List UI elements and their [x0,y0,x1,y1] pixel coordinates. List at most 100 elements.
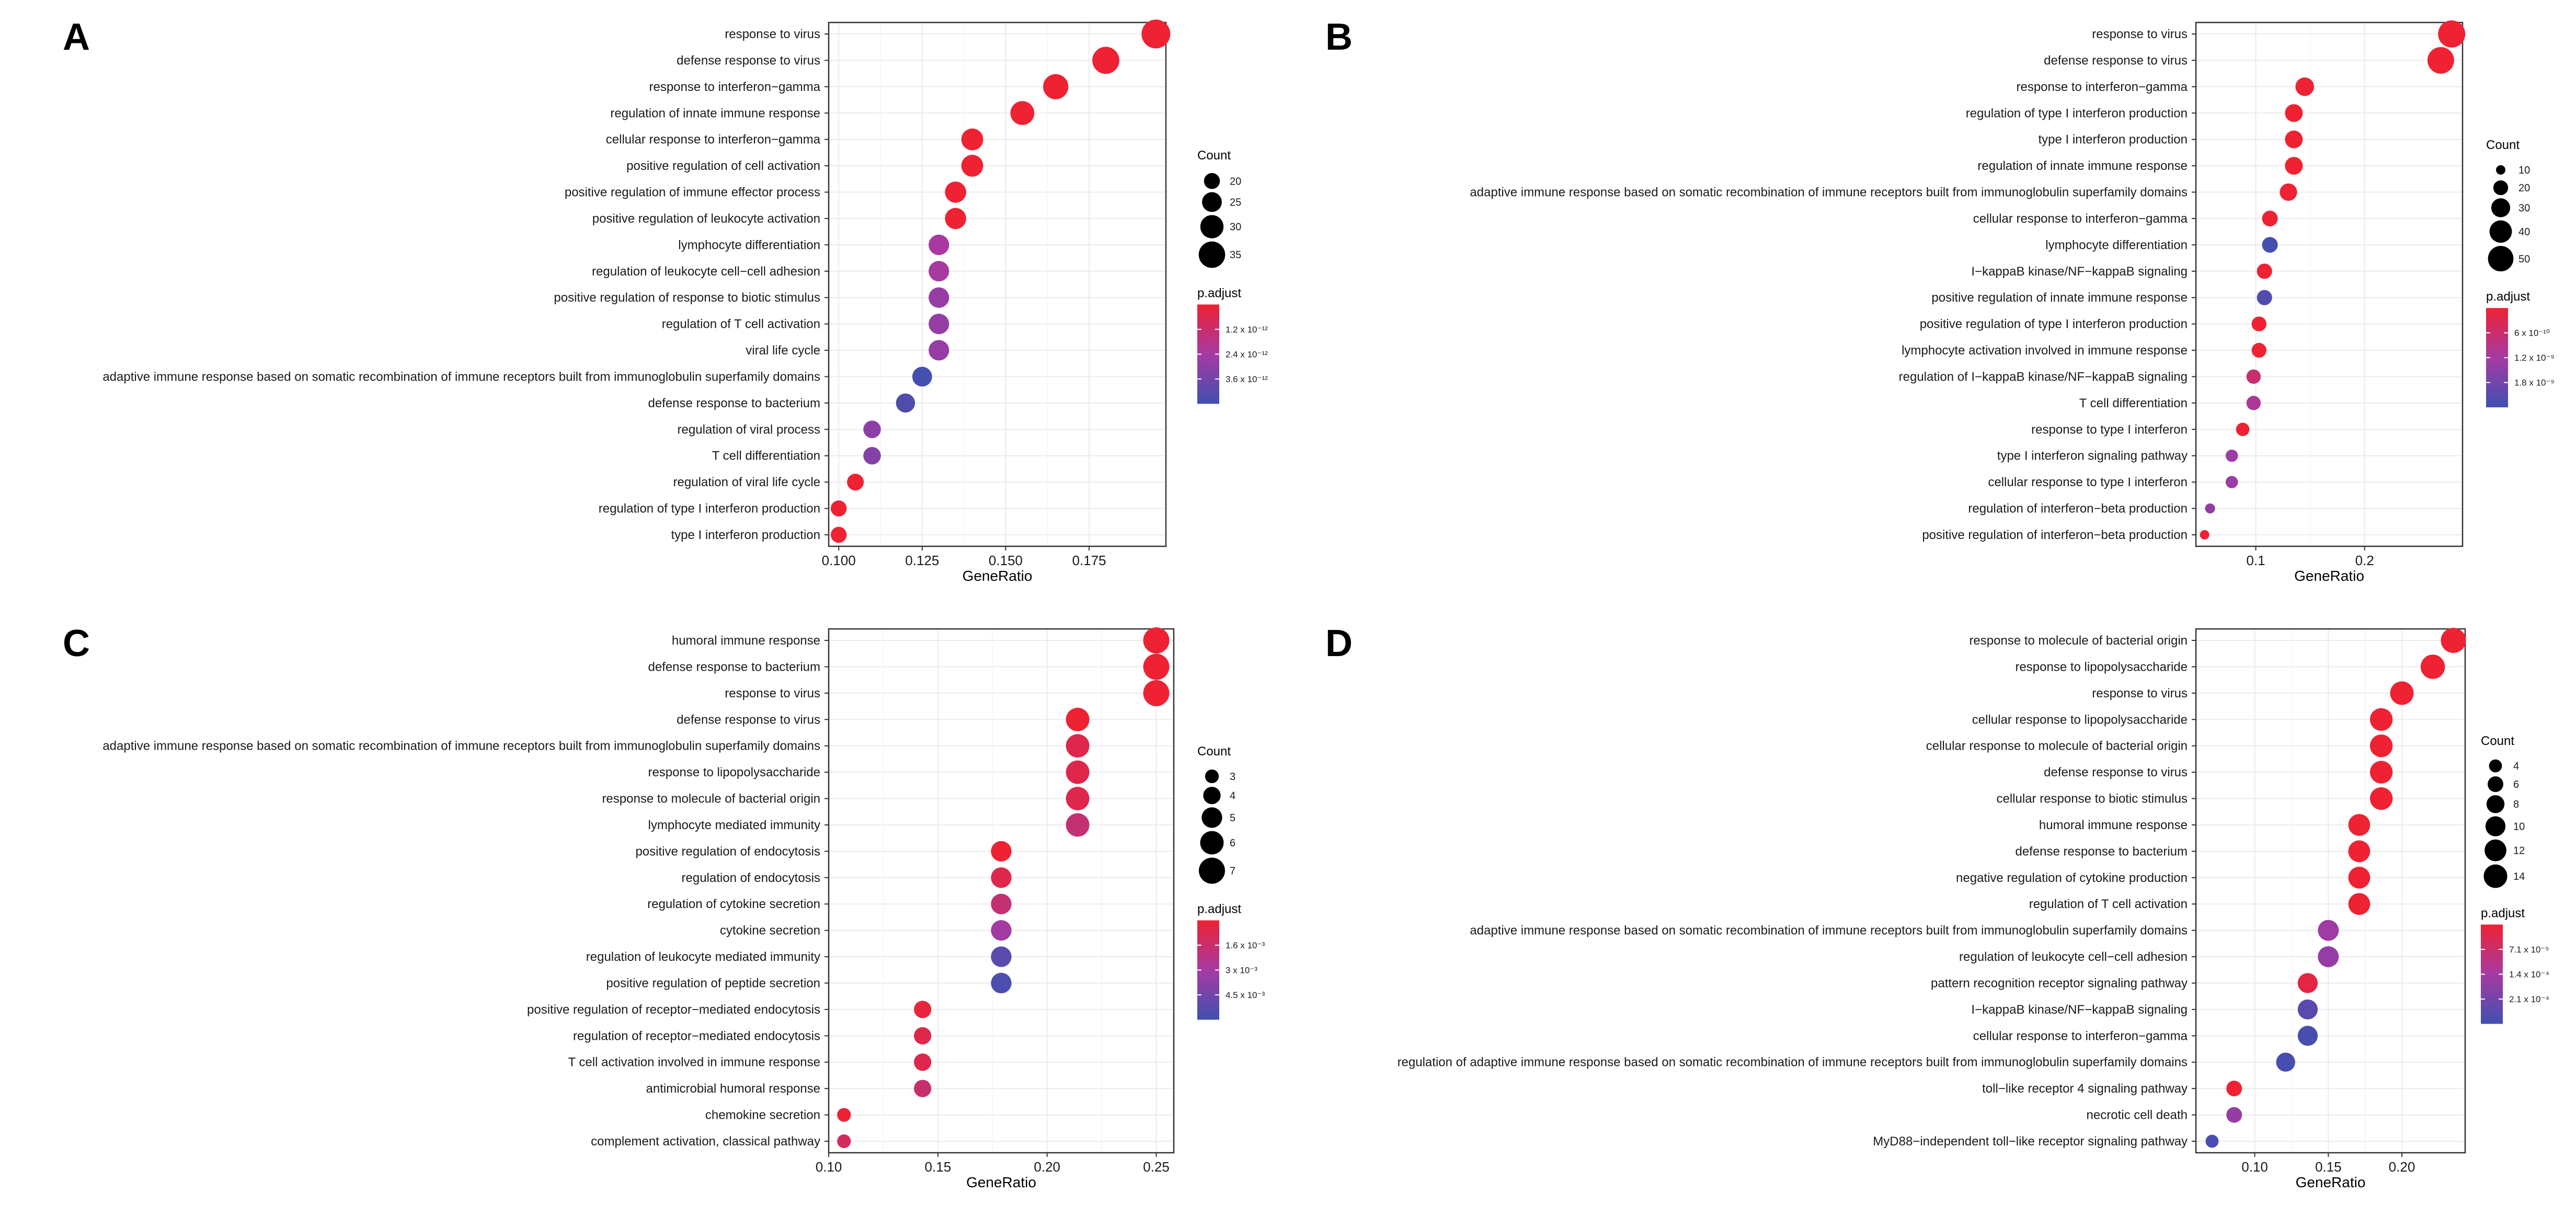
plot-area [829,629,1174,1153]
data-point [2297,999,2318,1020]
size-legend-label: 25 [1230,197,1241,208]
data-point [2225,449,2238,462]
size-legend-dot [1200,215,1224,238]
data-point [2427,47,2454,74]
data-point [929,261,949,282]
data-point [1010,101,1035,125]
size-legend-title: Count [2486,138,2520,152]
data-point [1066,707,1090,731]
y-tick-label: chemokine secretion [705,1108,820,1122]
size-legend-dot [1205,769,1219,784]
y-tick-label: complement activation, classical pathway [591,1134,820,1149]
y-tick-label: defense response to virus [2044,765,2188,779]
size-legend-label: 20 [1230,176,1241,187]
size-legend-label: 20 [2518,182,2530,194]
y-tick-label: positive regulation of receptor−mediated… [527,1003,820,1017]
y-tick-label: toll−like receptor 4 signaling pathway [1982,1082,2188,1096]
data-point [991,946,1012,967]
y-tick-label: positive regulation of leukocyte activat… [592,212,820,226]
size-legend-label: 4 [1230,790,1235,802]
dotplot-a: response to virus defense response to vir… [102,19,1268,584]
y-tick-label: I−kappaB kinase/NF−kappaB signaling [1971,265,2188,279]
data-point [991,920,1012,941]
data-point [1066,760,1090,784]
data-point [2257,263,2272,279]
color-legend-label: 2.4 x 10⁻¹² [1226,349,1268,359]
size-legend-dot [2485,839,2506,862]
size-legend-dot [2491,198,2511,217]
panel-letter-b: B [1325,16,1353,58]
y-tick-label: response to type I interferon [2031,422,2188,437]
data-point [914,1001,932,1018]
data-point [1066,734,1090,758]
size-legend-dot [2489,759,2502,773]
color-legend-title: p.adjust [1197,902,1241,916]
y-tick-label: regulation of T cell activation [662,317,820,331]
y-tick-label: cellular response to biotic stimulus [1997,792,2188,806]
y-tick-label: regulation of innate immune response [610,106,820,120]
size-legend-label: 50 [2518,254,2530,265]
data-point [2285,104,2303,122]
data-point [2348,840,2371,863]
y-tick-label: cellular response to interferon−gamma [606,133,821,147]
size-legend-label: 3 [1230,771,1235,783]
data-point [929,314,949,335]
y-tick-label: type I interferon production [671,528,820,542]
size-legend-title: Count [1197,148,1231,163]
data-point [2246,396,2261,410]
data-point [929,287,949,308]
y-tick-label: humoral immune response [2039,818,2188,832]
y-tick-label: defense response to bacterium [648,396,820,410]
y-tick-label: negative regulation of cytokine producti… [1956,871,2188,885]
y-tick-label: response to molecule of bacterial origin [602,792,820,806]
x-tick-label: 0.15 [2315,1159,2342,1175]
data-point [945,208,966,230]
y-tick-label: regulation of interferon−beta production [1968,502,2188,516]
y-tick-label: adaptive immune response based on somati… [1470,186,2188,200]
data-point [2285,130,2303,148]
color-legend-label: 7.1 x 10⁻⁵ [2509,945,2549,955]
y-tick-label: regulation of receptor−mediated endocyto… [573,1029,820,1043]
data-point [914,1080,932,1097]
x-tick-label: 0.20 [2389,1159,2415,1175]
color-legend-label: 6 x 10⁻¹⁰ [2514,328,2550,338]
data-point [2348,814,2371,836]
y-tick-label: adaptive immune response based on somati… [102,739,820,753]
size-legend-dot [1200,831,1224,855]
size-legend-label: 35 [1230,249,1241,261]
size-legend-label: 30 [2518,202,2530,214]
y-tick-label: cellular response to lipopolysaccharide [1972,713,2188,727]
data-point [2225,476,2238,488]
y-tick-label: lymphocyte differentiation [678,238,820,252]
data-point [1141,19,1171,49]
y-tick-label: regulation of leukocyte cell−cell adhesi… [592,265,820,279]
size-legend-dot [2496,165,2505,175]
size-legend-label: 10 [2513,821,2525,833]
y-tick-label: I−kappaB kinase/NF−kappaB signaling [1971,1003,2188,1017]
y-tick-label: response to virus [725,27,820,41]
y-tick-label: response to virus [2092,27,2188,41]
data-point [1143,680,1170,706]
size-legend-label: 14 [2513,871,2525,882]
size-legend-label: 6 [1230,838,1235,849]
data-point [2251,316,2266,331]
plot-frame [2195,21,2464,547]
dotplot-c: humoral immune response defense response … [102,627,1265,1190]
data-point [1143,627,1170,653]
color-legend-label: 1.6 x 10⁻³ [1226,940,1265,950]
data-point [896,393,915,413]
size-legend-dot [2486,795,2505,813]
y-tick-label: defense response to bacterium [2015,844,2188,858]
data-point [945,181,966,203]
y-tick-label: response to interferon−gamma [649,80,820,94]
y-tick-label: cellular response to molecule of bacteri… [1926,739,2188,753]
y-tick-label: positive regulation of response to bioti… [554,291,820,305]
data-point [2441,628,2466,653]
data-point [2205,503,2215,514]
y-tick-label: regulation of cytokine secretion [647,897,820,911]
y-tick-label: regulation of I−kappaB kinase/NF−kappaB … [1899,370,2188,384]
y-tick-label: response to lipopolysaccharide [2015,660,2188,674]
data-point [1066,787,1090,810]
data-point [2318,920,2339,941]
y-tick-label: type I interferon signaling pathway [1997,449,2188,463]
